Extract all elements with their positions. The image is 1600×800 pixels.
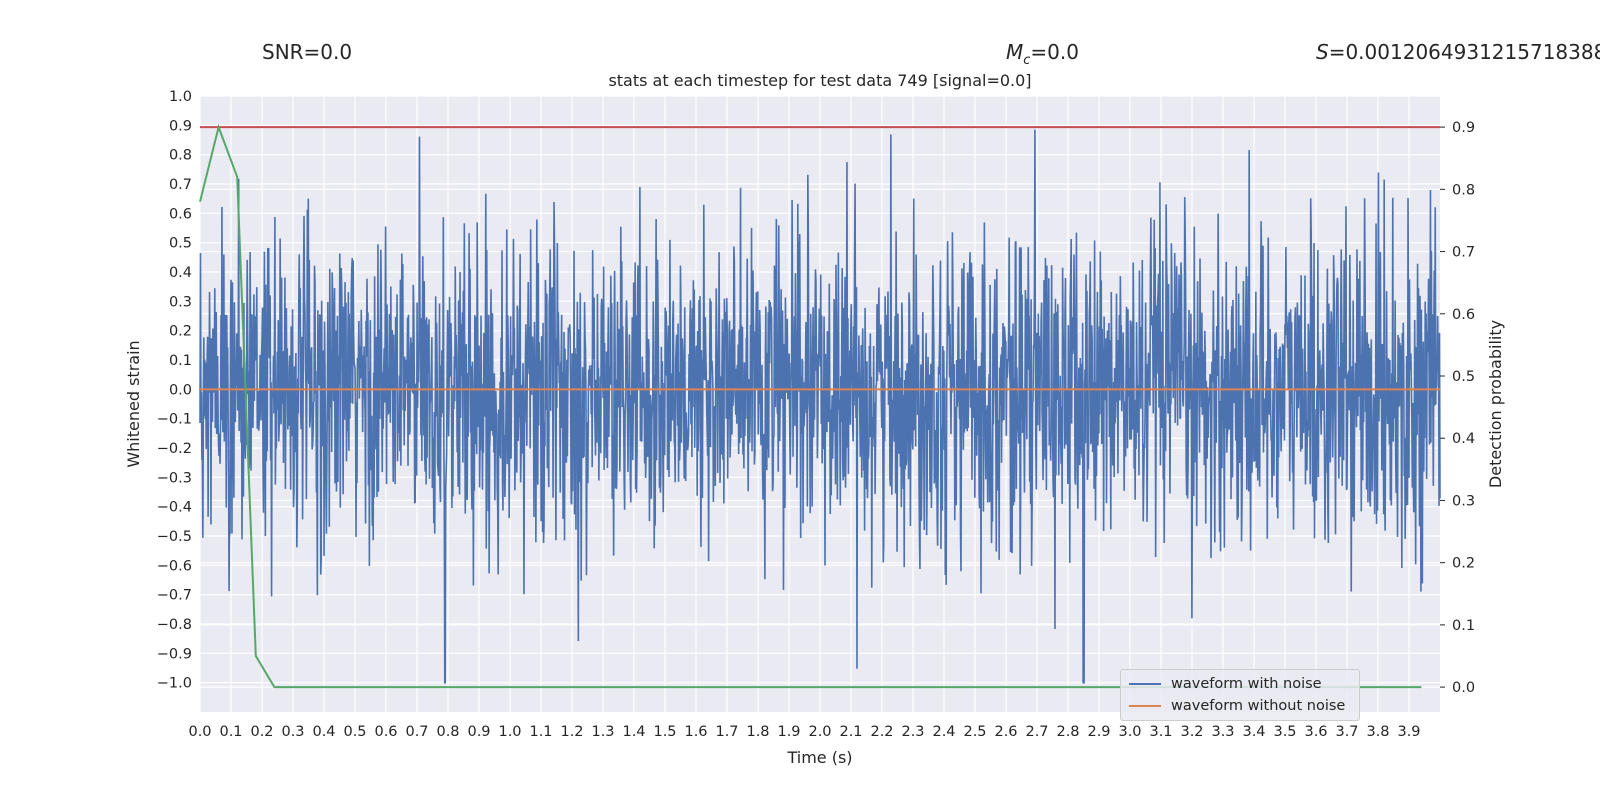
x-tick-label: 2.1 — [839, 724, 862, 740]
y2-tick-label: 0.9 — [1452, 120, 1475, 136]
x-tick-label: 2.4 — [932, 724, 955, 740]
x-tick-label: 1.7 — [715, 724, 738, 740]
y-tick-label: −0.5 — [157, 529, 192, 545]
x-tick-label: 2.8 — [1056, 724, 1079, 740]
x-tick-label: 0.2 — [250, 724, 273, 740]
x-tick-label: 1.0 — [498, 724, 521, 740]
series-line-waveform-with-noise — [199, 129, 1441, 684]
x-tick-label: 1.9 — [777, 724, 800, 740]
y2-tick-label: 0.4 — [1452, 431, 1475, 447]
y2-tick-label: 0.1 — [1452, 618, 1475, 634]
legend-label-clean: waveform without noise — [1171, 698, 1346, 714]
x-tick-label: 1.4 — [622, 724, 645, 740]
y-tick-label: 0.6 — [169, 206, 192, 222]
series-line-detection-probability — [199, 123, 1422, 689]
s-header: S=0.0012064931215718388 — [1316, 40, 1600, 64]
x-tick-label: 0.5 — [343, 724, 366, 740]
x-tick-label: 2.9 — [1087, 724, 1110, 740]
x-tick-label: 3.8 — [1366, 724, 1389, 740]
x-tick-label: 3.4 — [1242, 724, 1265, 740]
y2-axis-label: Detection probability — [1486, 320, 1505, 488]
x-tick-label: 0.8 — [436, 724, 459, 740]
x-tick-label: 0.9 — [467, 724, 490, 740]
legend-item-clean: waveform without noise — [1129, 695, 1345, 717]
y-tick-label: 0.0 — [169, 382, 192, 398]
x-tick-label: 0.1 — [219, 724, 242, 740]
x-axis-label: Time (s) — [786, 748, 852, 767]
x-tick-label: 1.6 — [684, 724, 707, 740]
x-tick-label: 3.1 — [1149, 724, 1172, 740]
y-axis-label: Whitened strain — [124, 340, 143, 467]
y2-tick-label: 0.7 — [1452, 245, 1475, 261]
x-tick-label: 2.2 — [870, 724, 893, 740]
x-tick-label: 1.5 — [653, 724, 676, 740]
legend-swatch-noisy — [1129, 683, 1161, 685]
y-tick-label: 0.3 — [169, 294, 192, 310]
series-layer — [199, 123, 1441, 689]
y-tick-label: −0.9 — [157, 646, 192, 662]
legend-item-noisy: waveform with noise — [1129, 673, 1322, 695]
x-tick-label: 3.9 — [1397, 724, 1420, 740]
x-tick-label: 0.6 — [374, 724, 397, 740]
snr-header: SNR=0.0 — [262, 40, 353, 64]
y-tick-label: −0.6 — [157, 558, 192, 574]
x-tick-label: 1.2 — [560, 724, 583, 740]
y2-tick-label: 0.8 — [1452, 182, 1475, 198]
x-tick-label: 3.3 — [1211, 724, 1234, 740]
x-tick-label: 0.3 — [281, 724, 304, 740]
x-tick-label: 3.6 — [1304, 724, 1327, 740]
x-tick-label: 2.7 — [1025, 724, 1048, 740]
y2-tick-label: 0.5 — [1452, 369, 1475, 385]
x-tick-label: 2.5 — [963, 724, 986, 740]
y2-tick-label: 0.3 — [1452, 493, 1475, 509]
tick-labels: 0.0 0.1 0.2 0.3 0.4 0.5 0.6 0.7 0.8 0.9 1.0 1.1 1.2 1… — [157, 89, 1475, 740]
chirp-mass-subscript: c — [1023, 53, 1031, 68]
y-tick-label: 0.2 — [169, 324, 192, 340]
x-tick-label: 1.1 — [529, 724, 552, 740]
x-tick-label: 0.7 — [405, 724, 428, 740]
y-tick-label: 0.8 — [169, 148, 192, 164]
y-tick-label: −1.0 — [157, 676, 192, 692]
y2-tick-label: 0.6 — [1452, 307, 1475, 323]
s-value: =0.0012064931215718388 — [1328, 40, 1600, 64]
x-tick-label: 3.5 — [1273, 724, 1296, 740]
y-tick-label: 0.5 — [169, 236, 192, 252]
x-tick-label: 2.0 — [808, 724, 831, 740]
y-tick-label: 0.9 — [169, 118, 192, 134]
y-tick-label: −0.2 — [157, 441, 192, 457]
chart-title: stats at each timestep for test data 749… — [608, 71, 1032, 90]
x-tick-label: 0.4 — [312, 724, 335, 740]
chirp-mass-value: =0.0 — [1030, 40, 1079, 64]
y2-tick-label: 0.2 — [1452, 556, 1475, 572]
x-tick-label: 1.3 — [591, 724, 614, 740]
x-tick-label: 0.0 — [188, 724, 211, 740]
y-tick-label: −0.1 — [157, 412, 192, 428]
x-tick-label: 3.7 — [1335, 724, 1358, 740]
s-symbol: S — [1316, 40, 1329, 64]
x-tick-label: 3.0 — [1118, 724, 1141, 740]
x-tick-label: 3.2 — [1180, 724, 1203, 740]
chirp-mass-header: Mc=0.0 — [1006, 40, 1079, 68]
y-tick-label: 0.4 — [169, 265, 192, 281]
y-tick-label: −0.3 — [157, 470, 192, 486]
y-tick-label: −0.8 — [157, 617, 192, 633]
chirp-mass-symbol: M — [1006, 40, 1024, 64]
x-tick-label: 2.3 — [901, 724, 924, 740]
y-tick-label: −0.7 — [157, 588, 192, 604]
legend-swatch-clean — [1129, 705, 1161, 707]
y-tick-label: 0.7 — [169, 177, 192, 193]
legend-label-noisy: waveform with noise — [1171, 676, 1322, 692]
x-tick-label: 2.6 — [994, 724, 1017, 740]
y-tick-label: −0.4 — [157, 500, 192, 516]
legend: waveform with noise waveform without noi… — [1120, 669, 1360, 721]
y-tick-label: 0.1 — [169, 353, 192, 369]
x-tick-label: 1.8 — [746, 724, 769, 740]
y-tick-label: 1.0 — [169, 89, 192, 105]
y2-tick-label: 0.0 — [1452, 680, 1475, 696]
